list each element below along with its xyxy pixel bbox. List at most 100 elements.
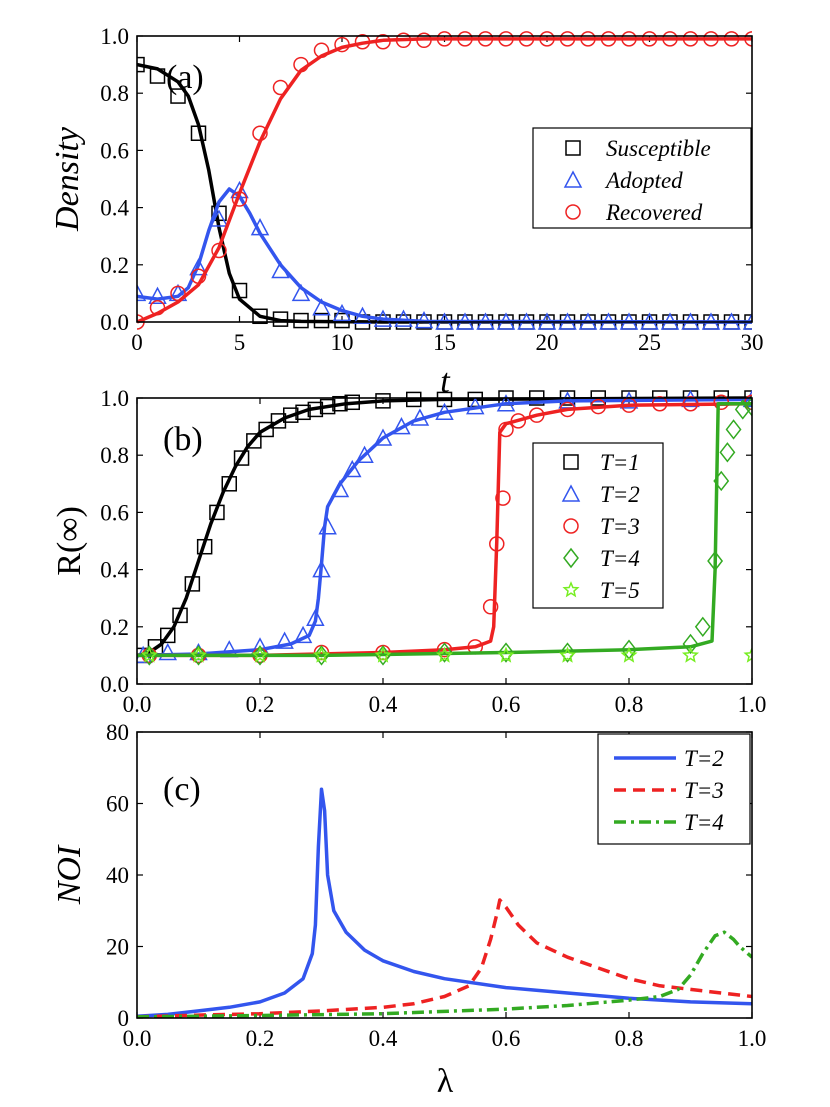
x-tick-label: 20 (536, 330, 559, 355)
point-t-2 (275, 631, 294, 649)
y-tick-label: 80 (106, 720, 129, 745)
point-t-4 (694, 616, 711, 638)
point-adopted (312, 298, 331, 316)
point-t-1 (184, 576, 201, 592)
point-recovered (272, 79, 289, 96)
series-line-t-4 (137, 930, 752, 1019)
x-tick-label: 0.4 (369, 1026, 398, 1051)
x-tick-label: 0.0 (123, 692, 152, 717)
axes-frame (136, 397, 753, 685)
y-axis-title: NOI (51, 844, 88, 905)
point-adopted (250, 218, 270, 236)
point-t-1 (344, 394, 360, 411)
point-t-2 (742, 389, 752, 408)
legend-label: T=4 (600, 546, 640, 571)
point-recovered (539, 31, 555, 47)
y-tick-label: 60 (106, 792, 129, 817)
x-tick-label: 0.2 (246, 692, 275, 717)
x-tick-label: 0.0 (123, 1026, 152, 1051)
y-tick-label: 20 (106, 935, 129, 960)
point-t-4 (719, 442, 736, 463)
point-t-3 (682, 395, 699, 412)
point-t-5 (435, 646, 454, 663)
point-susceptible (190, 125, 207, 141)
point-t-3 (510, 413, 527, 429)
point-recovered (621, 31, 637, 47)
y-tick-label: 0.6 (100, 500, 129, 525)
point-t-5 (374, 646, 392, 663)
point-t-3 (590, 398, 606, 415)
y-tick-label: 0.0 (100, 310, 129, 335)
point-recovered (334, 36, 350, 53)
y-tick-label: 0.6 (100, 138, 129, 163)
point-recovered (190, 268, 207, 284)
legend: T=1 T=2 T=3 T=4 T=5 (532, 442, 664, 609)
point-recovered (641, 31, 658, 47)
point-recovered (477, 31, 494, 47)
fit-line-t-2 (137, 397, 752, 658)
x-axis-title: t (440, 363, 451, 400)
x-tick-label: 0.2 (246, 1026, 275, 1051)
point-t-3 (498, 421, 514, 438)
point-t-1 (332, 395, 348, 412)
point-recovered (580, 31, 596, 47)
point-t-2 (318, 517, 337, 535)
point-t-4 (725, 419, 742, 440)
point-recovered (662, 31, 678, 47)
point-t-1 (221, 476, 237, 492)
point-recovered (498, 31, 514, 47)
point-recovered (703, 31, 719, 47)
point-t-2 (619, 391, 639, 409)
panel-label: (c) (163, 771, 201, 808)
point-recovered (231, 191, 248, 207)
axes-frame (136, 731, 753, 1019)
point-recovered (518, 31, 535, 47)
y-axis-title: Density (49, 126, 86, 232)
series-line-t-2 (137, 787, 752, 1018)
legend-label: T=1 (600, 450, 640, 475)
point-t-3 (529, 407, 545, 423)
x-tick-label: 0.6 (492, 692, 521, 717)
point-t-1 (319, 398, 336, 415)
legend-label: Recovered (605, 200, 703, 225)
legend-marker (562, 581, 580, 598)
point-susceptible (272, 311, 289, 327)
point-t-2 (330, 479, 350, 498)
point-t-1 (283, 407, 299, 423)
y-tick-label: 0 (118, 1006, 130, 1031)
point-adopted (148, 286, 167, 305)
point-t-1 (436, 391, 453, 408)
point-t-5 (743, 646, 752, 663)
point-susceptible (137, 56, 145, 73)
y-tick-label: 0.2 (100, 615, 129, 640)
fit-line-t-1 (137, 396, 752, 658)
point-t-1 (160, 627, 176, 644)
point-t-1 (270, 413, 287, 429)
legend-marker (563, 547, 579, 569)
point-recovered (354, 33, 371, 50)
panel-c: 0.0 0.2 0.4 0.6 0.8 1.0 0 20 40 60 80 (c) λ NOI T=2 T=3… (51, 720, 766, 1100)
point-recovered (416, 32, 432, 49)
point-susceptible (293, 312, 309, 329)
legend-box (532, 442, 664, 609)
panel-label: (a) (166, 59, 204, 96)
plot-area (137, 787, 752, 1019)
x-axis-title: λ (437, 1063, 454, 1100)
point-t-3 (559, 401, 576, 418)
point-recovered (395, 32, 412, 49)
point-adopted (353, 306, 372, 325)
legend-label: T=2 (684, 746, 724, 771)
point-t-3 (482, 599, 499, 615)
legend-marker (565, 204, 581, 220)
point-t-5 (497, 646, 515, 663)
point-t-5 (189, 646, 208, 663)
x-tick-label: 0.8 (615, 692, 644, 717)
legend-label: T=3 (684, 778, 724, 803)
point-susceptible (252, 308, 268, 325)
legend-label: T=4 (684, 810, 724, 835)
point-susceptible (170, 88, 186, 104)
point-t-2 (306, 608, 325, 626)
y-tick-label: 0.0 (100, 672, 129, 697)
point-t-5 (312, 646, 331, 663)
x-tick-label: 1.0 (738, 1026, 767, 1051)
